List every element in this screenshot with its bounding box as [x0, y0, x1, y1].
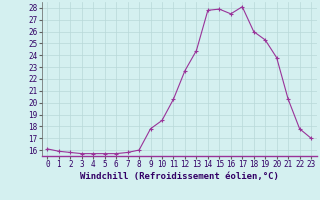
X-axis label: Windchill (Refroidissement éolien,°C): Windchill (Refroidissement éolien,°C) — [80, 172, 279, 181]
